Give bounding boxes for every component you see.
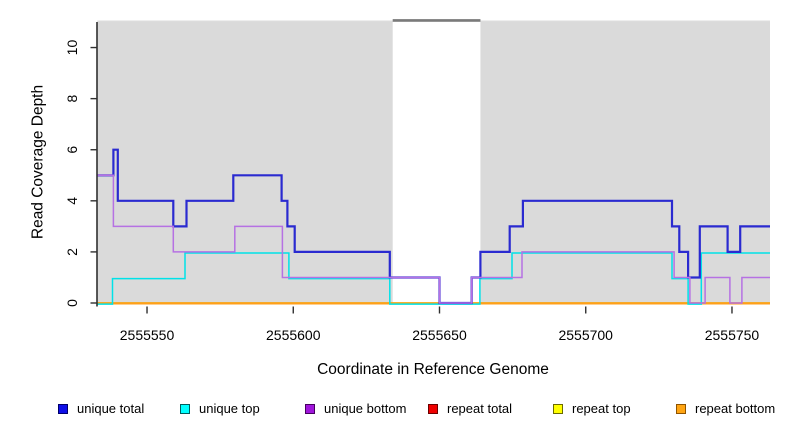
legend-item-repeat-bottom: repeat bottom (676, 402, 775, 415)
series-lines (97, 148, 770, 305)
coverage-shaded-region (97, 22, 393, 305)
x-tick-label: 2555750 (705, 327, 760, 343)
y-tick-label: 10 (64, 40, 80, 56)
axes: 0 2 4 6 8 10 2555550 2555600 2555650 2555700 25557… (64, 22, 759, 343)
legend-label: unique bottom (324, 401, 407, 416)
y-axis-label: Read Coverage Depth (30, 85, 47, 239)
legend-label: repeat top (572, 401, 631, 416)
shaded-regions (97, 22, 770, 305)
legend-label: unique total (77, 401, 145, 416)
legend-swatch-unique-total (58, 403, 68, 414)
x-tick-label: 2555700 (558, 327, 613, 343)
series-unique-top (97, 252, 770, 305)
y-tick-label: 8 (64, 95, 80, 103)
x-tick-label: 2555600 (266, 327, 321, 343)
x-tick-label: 2555650 (412, 327, 467, 343)
legend-swatch-repeat-top (553, 403, 563, 414)
x-tick-label: 2555550 (120, 327, 175, 343)
legend-swatch-unique-bottom (305, 403, 315, 414)
legend-swatch-repeat-bottom (676, 403, 686, 414)
gap-marker (97, 19, 770, 22)
y-tick-label: 6 (64, 146, 80, 154)
y-tick-label: 0 (64, 299, 80, 307)
legend-item-unique-bottom: unique bottom (305, 402, 406, 415)
legend-label: repeat total (447, 401, 513, 416)
legend-swatch-unique-top (180, 403, 190, 414)
y-tick-label: 4 (64, 197, 80, 205)
legend-item-repeat-total: repeat total (428, 402, 512, 415)
legend-swatch-repeat-total (428, 403, 438, 414)
y-tick-label: 2 (64, 248, 80, 256)
legend-label: repeat bottom (695, 401, 776, 416)
series-unique-bottom (97, 174, 770, 304)
legend-item-unique-top: unique top (180, 402, 260, 415)
legend-item-repeat-top: repeat top (553, 402, 631, 415)
legend-item-unique-total: unique total (58, 402, 144, 415)
x-axis-label: Coordinate in Reference Genome (317, 361, 549, 378)
legend-label: unique top (199, 401, 260, 416)
coverage-shaded-region (480, 22, 770, 305)
legend: unique total unique top unique bottom repea… (0, 0, 792, 415)
